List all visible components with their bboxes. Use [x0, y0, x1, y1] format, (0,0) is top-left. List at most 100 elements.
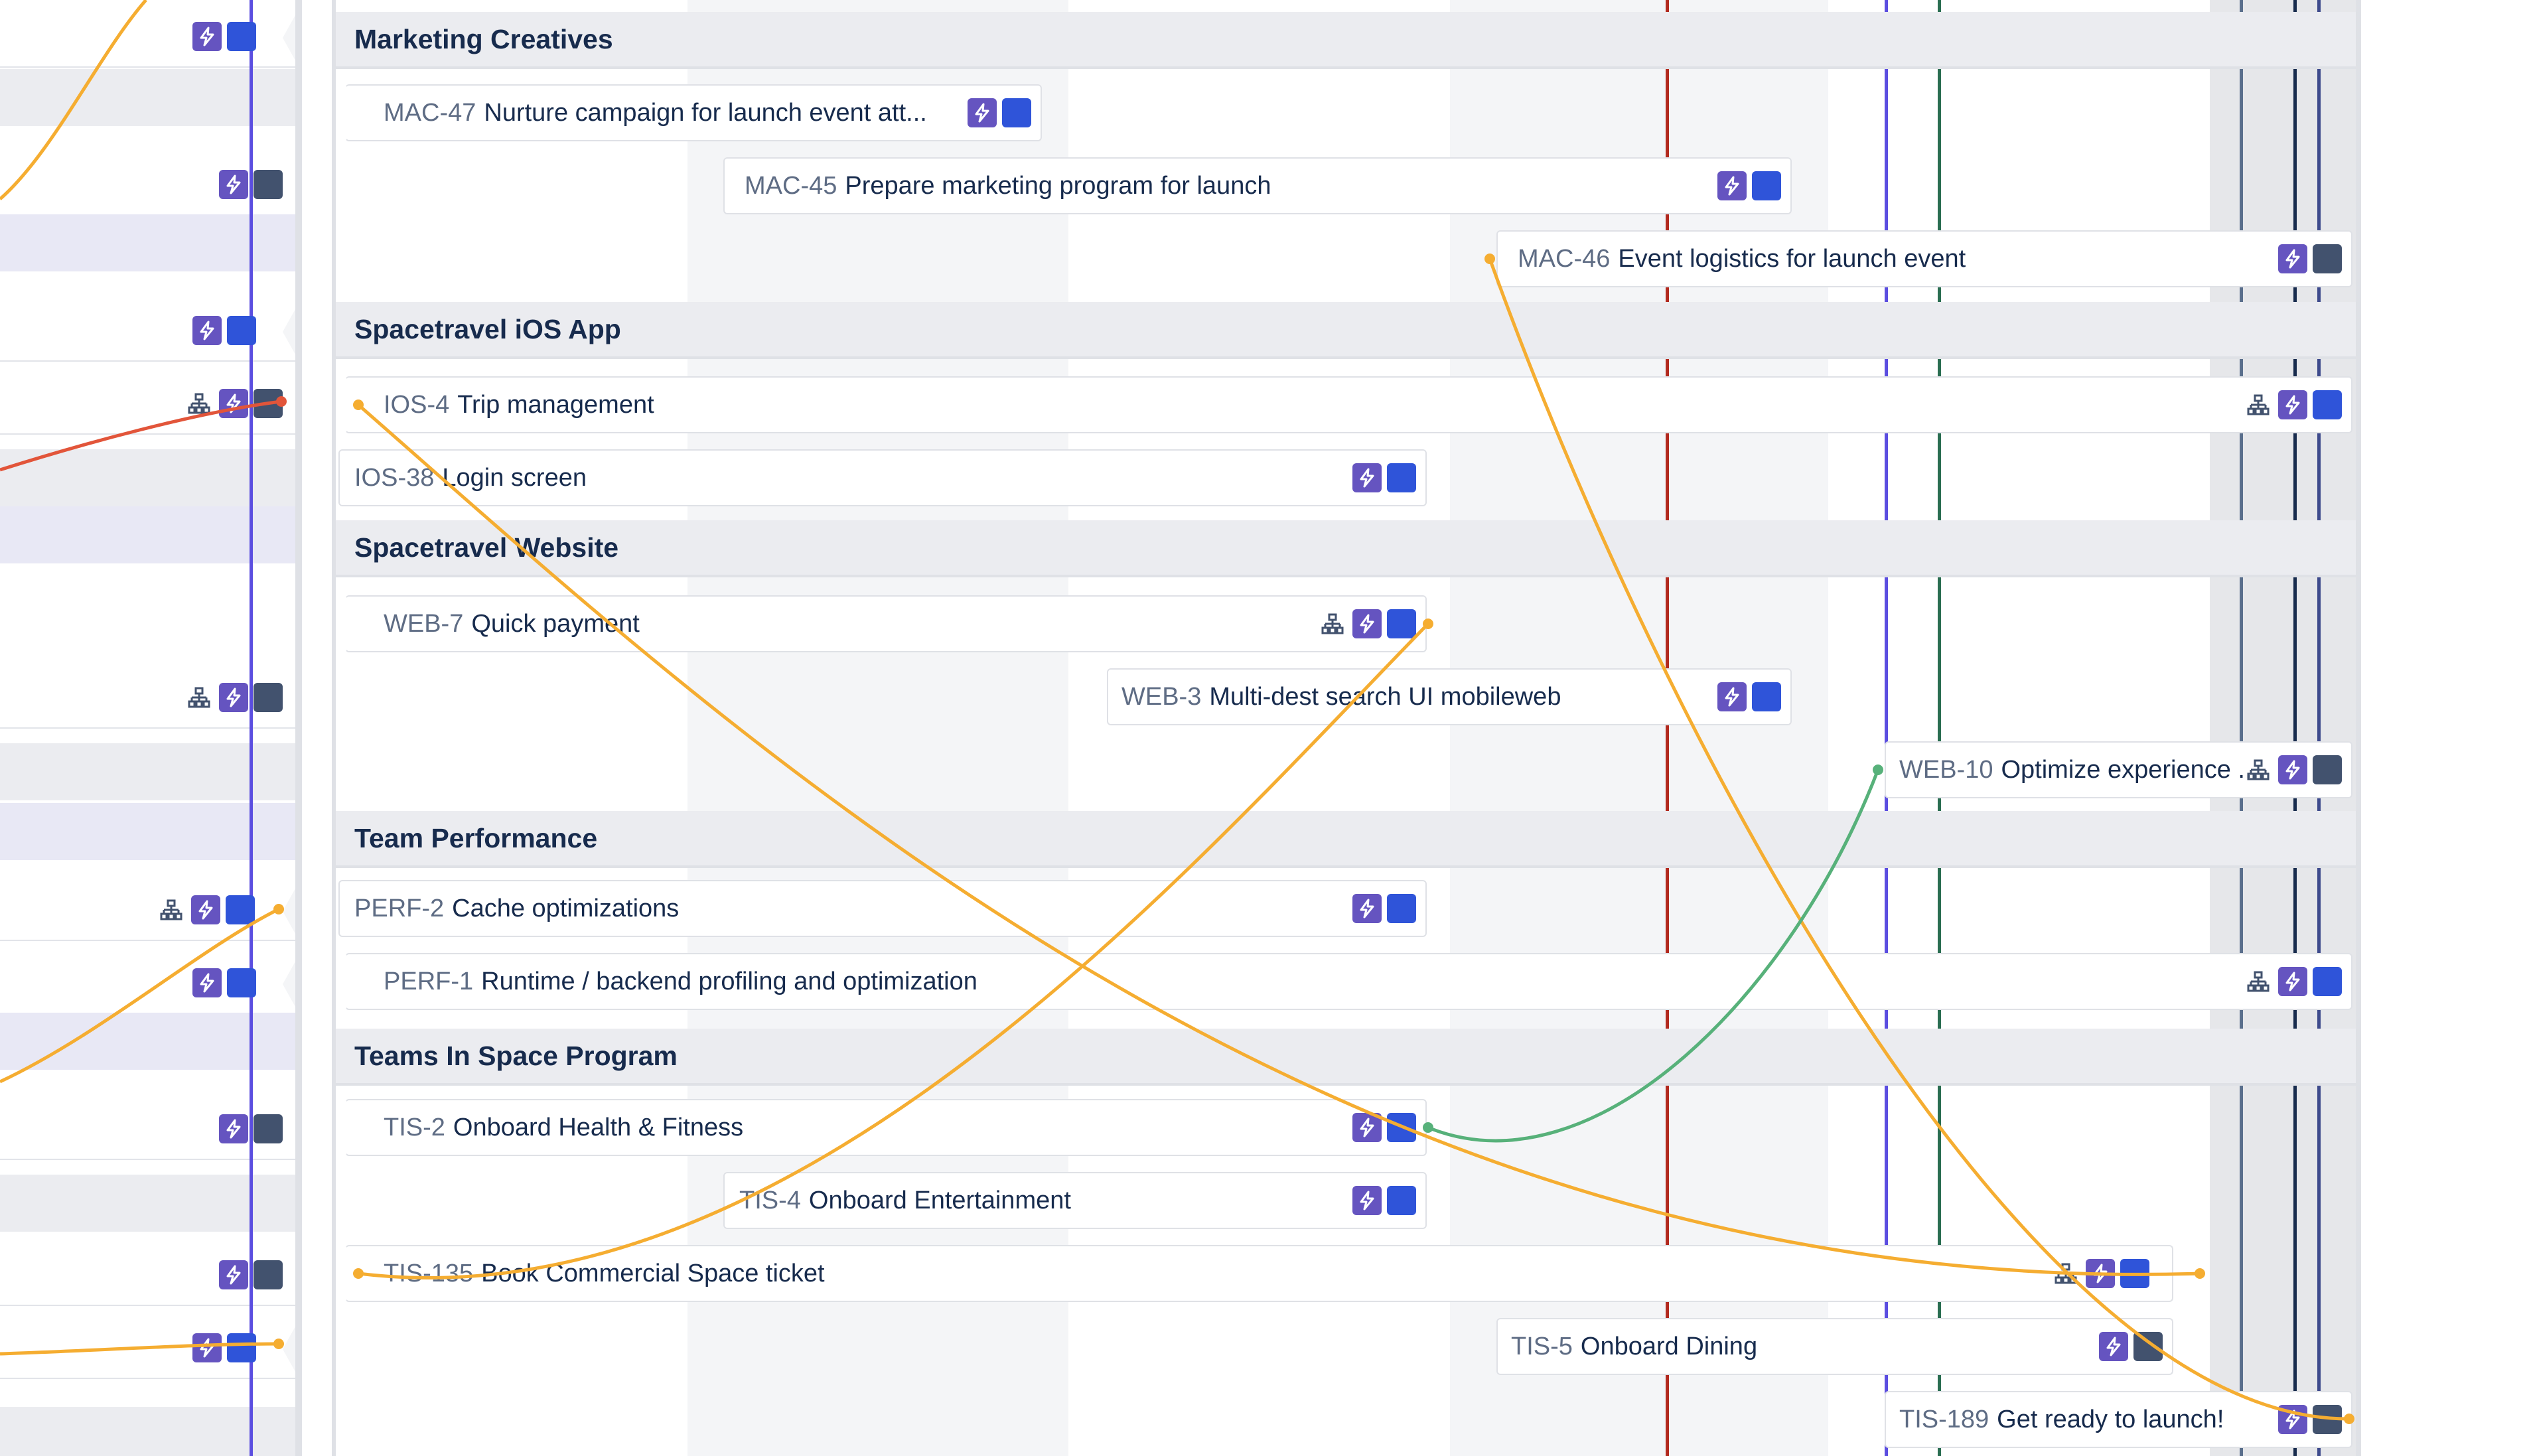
- status-square-icon: [1387, 463, 1416, 492]
- issue-bar-ios-4[interactable]: IOS-4 Trip management: [345, 376, 2352, 433]
- issue-summary: Login screen: [442, 463, 587, 492]
- lightning-bolt-icon: [1352, 609, 1382, 638]
- issue-icons: [1352, 1100, 1416, 1155]
- lightning-bolt-icon: [2278, 244, 2307, 273]
- lightning-bolt-icon: [2278, 390, 2307, 419]
- status-square-icon: [253, 170, 283, 199]
- lightning-bolt-icon: [1352, 1186, 1382, 1215]
- left-marker-line: [250, 0, 253, 1456]
- issue-key: TIS-2: [384, 1113, 445, 1141]
- issue-bar-web-3[interactable]: WEB-3 Multi-dest search UI mobileweb: [1107, 668, 1792, 725]
- issue-bar-web-10[interactable]: WEB-10 Optimize experience ...: [1885, 741, 2352, 798]
- left-row-icons: [219, 1114, 283, 1143]
- issue-icons: [2244, 954, 2342, 1009]
- issue-key: TIS-4: [739, 1186, 801, 1214]
- issue-icons: [1352, 451, 1416, 505]
- status-square-icon: [2313, 390, 2342, 419]
- issue-bar-ios-38[interactable]: IOS-38 Login screen: [338, 449, 1427, 506]
- issue-bar-tis-2[interactable]: TIS-2 Onboard Health & Fitness: [345, 1099, 1427, 1156]
- lightning-bolt-icon: [2086, 1259, 2115, 1288]
- status-square-icon: [2313, 967, 2342, 996]
- issue-summary: Trip management: [457, 390, 654, 419]
- hierarchy-tree-icon: [2051, 1259, 2080, 1288]
- left-group-band: [0, 69, 299, 126]
- left-timeline-panel: [0, 0, 299, 1456]
- status-square-icon: [1387, 894, 1416, 923]
- timeline-column-shade: [2210, 0, 2356, 1456]
- lightning-bolt-icon: [219, 1260, 248, 1289]
- issue-bar-web-7[interactable]: WEB-7 Quick payment: [345, 595, 1427, 652]
- timeline-marker: [2317, 0, 2321, 1456]
- lightning-bolt-icon: [1717, 682, 1747, 711]
- left-row-background: [0, 803, 299, 860]
- issue-key: IOS-38: [354, 463, 435, 492]
- left-issue-row[interactable]: [0, 1248, 299, 1306]
- status-square-icon: [2313, 755, 2342, 784]
- status-square-icon: [253, 1114, 283, 1143]
- issue-key: WEB-10: [1899, 755, 1993, 784]
- issue-key: MAC-47: [384, 98, 476, 127]
- left-row-icons: [192, 968, 256, 997]
- issue-bar-tis-135[interactable]: TIS-135 Book Commercial Space ticket: [345, 1245, 2173, 1302]
- group-header-teams-in-space-program[interactable]: Teams In Space Program: [336, 1029, 2356, 1086]
- left-group-band: [0, 1175, 299, 1232]
- issue-icons: [1352, 881, 1416, 936]
- issue-icons: [1717, 159, 1781, 213]
- issue-bar-tis-189[interactable]: TIS-189 Get ready to launch!: [1885, 1391, 2352, 1448]
- status-square-icon: [227, 22, 256, 51]
- panel-divider[interactable]: [295, 0, 302, 1456]
- group-header-spacetravel-website[interactable]: Spacetravel Website: [336, 520, 2356, 577]
- issue-bar-perf-1[interactable]: PERF-1 Runtime / backend profiling and o…: [345, 953, 2352, 1010]
- issue-summary: Onboard Health & Fitness: [453, 1113, 744, 1141]
- issue-key: PERF-2: [354, 894, 445, 922]
- issue-bar-perf-2[interactable]: PERF-2 Cache optimizations: [338, 880, 1427, 937]
- left-row-icons: [192, 316, 256, 345]
- timeline-marker-red: [1666, 0, 1669, 1456]
- left-group-band: [0, 1407, 299, 1456]
- status-square-icon: [226, 895, 255, 924]
- group-header-spacetravel-ios-app[interactable]: Spacetravel iOS App: [336, 302, 2356, 359]
- issue-key: PERF-1: [384, 967, 474, 995]
- issue-summary: Cache optimizations: [452, 894, 680, 922]
- status-square-icon: [2313, 1405, 2342, 1434]
- timeline-main-area: Marketing Creatives Spacetravel iOS App …: [332, 0, 2362, 1456]
- issue-key: WEB-3: [1121, 682, 1202, 711]
- issue-key: TIS-135: [384, 1259, 474, 1287]
- group-header-marketing-creatives[interactable]: Marketing Creatives: [336, 12, 2356, 69]
- issue-icons: [2278, 232, 2342, 286]
- status-square-icon: [1002, 98, 1031, 127]
- dependency-endpoint: [1873, 764, 1883, 775]
- timeline-marker-green: [1938, 0, 1941, 1456]
- issue-key: TIS-5: [1511, 1332, 1573, 1360]
- lightning-bolt-icon: [2278, 755, 2307, 784]
- hierarchy-tree-icon: [184, 683, 214, 712]
- issue-bar-mac-47[interactable]: MAC-47 Nurture campaign for launch event…: [345, 84, 1042, 141]
- issue-summary: Quick payment: [471, 609, 640, 638]
- status-square-icon: [253, 389, 283, 418]
- status-square-icon: [1752, 171, 1781, 200]
- left-issue-row[interactable]: [0, 670, 299, 729]
- lightning-bolt-icon: [192, 22, 222, 51]
- left-row-icons: [219, 1260, 283, 1289]
- timeline-marker-purple: [1885, 0, 1888, 1456]
- left-issue-row[interactable]: [0, 1102, 299, 1160]
- lightning-bolt-icon: [219, 683, 248, 712]
- issue-icons: [2278, 1392, 2342, 1447]
- status-square-icon: [2120, 1259, 2149, 1288]
- issue-bar-mac-46[interactable]: MAC-46 Event logistics for launch event: [1496, 230, 2352, 287]
- issue-bar-tis-4[interactable]: TIS-4 Onboard Entertainment: [723, 1172, 1427, 1229]
- dependency-lines: [353, 254, 2354, 1424]
- issue-icons: [2099, 1319, 2163, 1374]
- status-square-icon: [1387, 1113, 1416, 1142]
- timeline-left-border: [332, 0, 336, 1456]
- lightning-bolt-icon: [1352, 463, 1382, 492]
- timeline-column-shade: [1450, 0, 1828, 1456]
- issue-bar-mac-45[interactable]: MAC-45 Prepare marketing program for lau…: [723, 157, 1792, 214]
- issue-bar-tis-5[interactable]: TIS-5 Onboard Dining: [1496, 1318, 2173, 1375]
- issue-summary: Multi-dest search UI mobileweb: [1209, 682, 1561, 711]
- group-header-team-performance[interactable]: Team Performance: [336, 811, 2356, 868]
- left-row-background: [0, 1013, 299, 1070]
- hierarchy-tree-icon: [2244, 755, 2273, 784]
- issue-key: WEB-7: [384, 609, 464, 638]
- timeline-right-border: [2356, 0, 2361, 1456]
